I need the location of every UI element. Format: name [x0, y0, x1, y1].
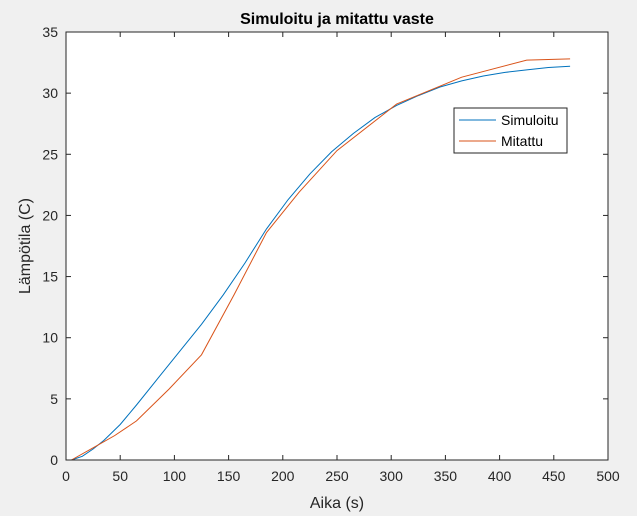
y-tick-label: 0: [50, 452, 58, 468]
y-tick-label: 15: [42, 269, 58, 285]
x-tick-label: 200: [271, 468, 295, 484]
legend-label-mitattu: Mitattu: [501, 133, 543, 149]
x-axis-title: Aika (s): [310, 495, 364, 512]
y-tick-label: 25: [42, 146, 58, 162]
x-tick-label: 250: [325, 468, 349, 484]
x-tick-label: 400: [488, 468, 512, 484]
x-tick-label: 150: [217, 468, 241, 484]
x-tick-label: 0: [62, 468, 70, 484]
legend-box: [453, 107, 568, 154]
y-tick-label: 10: [42, 330, 58, 346]
y-tick-label: 5: [50, 391, 58, 407]
y-axis-title: Lämpötila (C): [17, 198, 34, 294]
chart-title: Simuloitu ja mitattu vaste: [240, 11, 434, 28]
series-line-simuloitu: [71, 65, 571, 461]
plot-area: [66, 32, 608, 460]
x-tick-label: 350: [434, 468, 458, 484]
x-tick-label: 50: [112, 468, 128, 484]
x-tick-label: 300: [380, 468, 404, 484]
y-tick-label: 30: [42, 85, 58, 101]
series-layer: [71, 58, 571, 461]
y-tick-label: 20: [42, 207, 58, 223]
y-tick-label: 35: [42, 24, 58, 40]
legend: Simuloitu Mitattu: [453, 107, 568, 154]
x-tick-label: 450: [542, 468, 566, 484]
series-line-mitattu: [71, 58, 571, 461]
ticks-layer: 0 50 100 150 200 250 300 350 400 450 500 0 5 10 15 20 25…: [42, 24, 619, 484]
legend-label-simuloitu: Simuloitu: [501, 112, 559, 128]
x-tick-label: 100: [163, 468, 187, 484]
x-tick-label: 500: [596, 468, 620, 484]
